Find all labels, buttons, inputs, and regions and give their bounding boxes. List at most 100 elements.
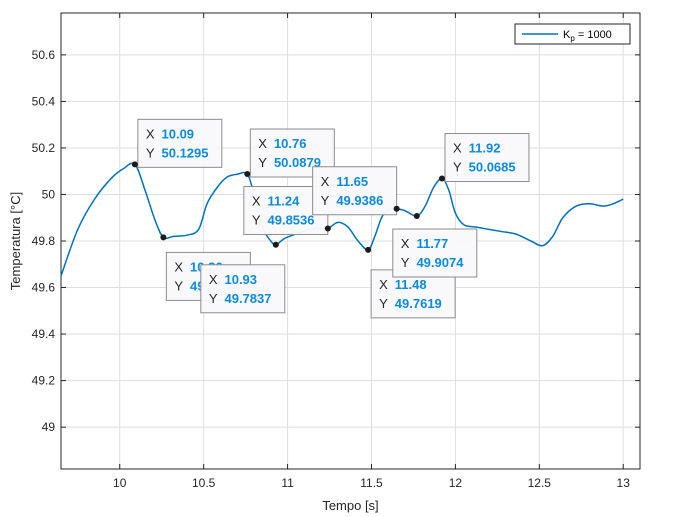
datatip[interactable]: X 10.76 Y 50.0879 [249,128,335,178]
legend-symbol: K [563,29,571,41]
datatip-y-key: Y [401,255,410,270]
datatip-x-value: 10.76 [274,136,307,151]
y-tick-label: 49.6 [32,281,56,295]
datatip-x-row: X 11.65 [321,174,369,189]
datatip-marker[interactable] [413,213,420,220]
datatip-x-key: X [401,236,410,251]
datatip-y-value: 49.7619 [395,296,442,311]
datatip-x-key: X [209,272,218,287]
datatip[interactable]: X 10.09 Y 50.1295 [137,118,223,168]
datatip-box [137,118,223,168]
y-axis-label: Temperatura [°C] [8,192,23,290]
datatip-x-key: X [321,174,330,189]
datatip-y-value: 49.9386 [336,193,383,208]
datatip-marker[interactable] [438,175,445,182]
datatip[interactable]: X 10.93 Y 49.7837 [200,264,286,314]
datatip-y-key: Y [174,278,183,293]
datatip-x-value: 11.24 [268,194,301,209]
datatip-x-key: X [258,136,267,151]
y-tick-label: 49.2 [32,374,56,388]
datatip-box [392,228,478,278]
datatip-x-row: X 10.76 [258,136,306,151]
y-tick-label: 50.4 [32,94,56,108]
datatip-x-value: 11.77 [416,236,448,251]
datatip-x-row: X 11.92 [453,141,501,156]
x-tick-label: 10.5 [192,476,216,490]
datatip-y-value: 49.8536 [268,213,315,228]
datatip-y-row: Y 49.7619 [379,296,442,311]
datatip-y-key: Y [379,296,388,311]
datatip-marker[interactable] [272,241,279,248]
datatip-x-key: X [379,277,388,292]
legend-box [514,23,631,45]
datatip-x-row: X 11.24 [252,194,300,209]
datatip-y-value: 49.9074 [416,255,464,270]
datatip-box [312,166,398,216]
datatip-y-row: Y 49.9074 [401,255,464,270]
datatip-y-key: Y [258,155,267,170]
datatip-x-row: X 10.09 [146,126,194,141]
series-group [60,162,624,277]
datatip-y-row: Y 50.1295 [146,145,209,160]
datatip-y-row: Y 50.0685 [453,160,516,175]
datatip-x-value: 10.93 [224,272,257,287]
axis-ticks: 10 10.5 11 11.5 12 12.5 13 49 49.2 49.4 49.6 49.8 50… [32,13,640,490]
datatips-group: X10.09Y50.1295X10.26Y49.8154X10.76Y50.08… [131,118,530,319]
legend-subscript: p [570,34,575,43]
datatip-x-key: X [146,126,155,141]
datatip-y-row: Y 49.9386 [321,193,384,208]
y-tick-label: 50.2 [32,141,56,155]
grid [61,13,640,469]
datatip-y-key: Y [146,145,155,160]
y-tick-label: 49 [42,420,56,434]
datatip-marker[interactable] [131,161,138,168]
y-tick-label: 50 [42,187,56,201]
y-tick-label: 49.8 [32,234,56,248]
x-tick-label: 13 [617,476,631,490]
datatip-marker[interactable] [324,225,331,232]
datatip-marker[interactable] [244,171,251,178]
datatip-x-key: X [453,141,462,156]
x-tick-label: 10 [113,476,127,490]
legend-value: = 1000 [575,29,612,41]
datatip-y-value: 49.7837 [224,291,271,306]
datatip-marker[interactable] [365,246,372,253]
y-tick-label: 50.6 [32,48,56,62]
x-axis-label: Tempo [s] [322,498,378,513]
y-tick-label: 49.4 [32,327,56,341]
datatip-y-key: Y [209,291,218,306]
datatip-y-key: Y [252,213,261,228]
legend-label-k-p-1000: Kp = 1000 [563,29,612,43]
series-line-k-p-1000 [60,162,624,277]
datatip-x-value: 11.92 [469,141,501,156]
datatip-y-row: Y 50.0879 [258,155,321,170]
datatip-x-row: X 11.48 [379,277,427,292]
datatip-x-row: X 11.77 [401,236,449,251]
datatip-x-value: 10.09 [162,126,195,141]
datatip-marker[interactable] [160,234,167,241]
x-tick-label: 11 [281,476,294,490]
datatip-x-value: 11.65 [336,174,368,189]
legend[interactable]: Kp = 1000 [514,23,631,45]
datatip[interactable]: X 11.92 Y 50.0685 [444,133,530,183]
datatip-y-key: Y [453,160,462,175]
datatip-y-value: 50.0685 [469,160,516,175]
x-tick-label: 12 [449,476,463,490]
datatip-x-value: 11.48 [395,277,427,292]
datatip-y-value: 50.1295 [162,145,209,160]
datatip-y-row: Y 49.7837 [209,291,272,306]
datatip-x-row: X 10.93 [209,272,257,287]
datatip-box [444,133,530,183]
datatip-box [249,128,335,178]
x-tick-label: 12.5 [528,476,552,490]
datatip-marker[interactable] [393,205,400,212]
datatip[interactable]: X 11.65 Y 49.9386 [312,166,398,216]
datatip-y-row: Y 49.8536 [252,213,315,228]
datatip-box [200,264,286,314]
datatip[interactable]: X 11.77 Y 49.9074 [392,228,478,278]
datatip-y-key: Y [321,193,330,208]
datatip-y-value: 50.0879 [274,155,321,170]
datatip-x-key: X [174,259,183,274]
